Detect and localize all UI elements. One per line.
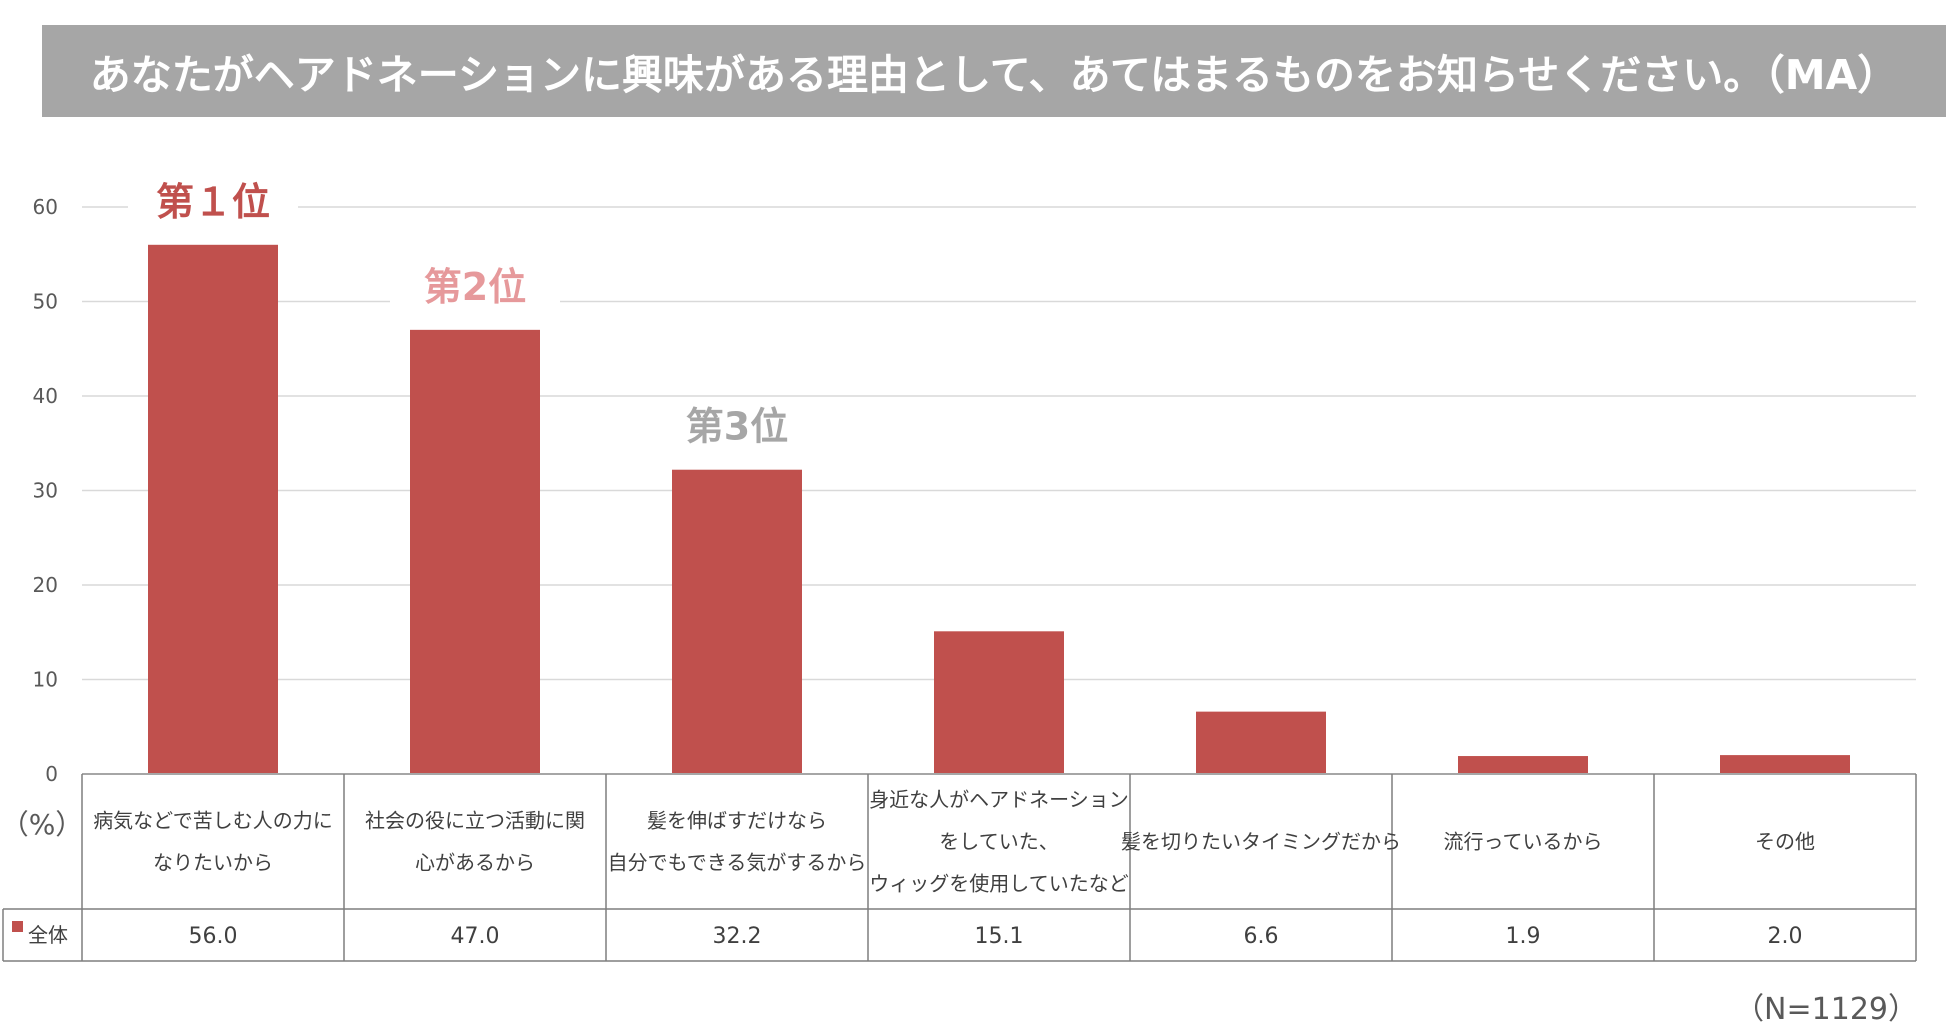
legend-label: 全体: [28, 923, 68, 947]
y-tick-label: 0: [45, 762, 58, 786]
y-tick-label: 50: [33, 290, 58, 314]
data-table-value: 1.9: [1506, 924, 1541, 949]
bar: [934, 631, 1064, 774]
rank-label: 第3位: [686, 405, 788, 449]
data-table-value: 32.2: [713, 924, 762, 949]
unit-label: （%）: [1, 808, 84, 841]
y-tick-label: 30: [33, 479, 58, 503]
bar: [672, 469, 802, 774]
y-tick-label: 10: [33, 668, 58, 692]
category-label: なりたいから: [153, 851, 273, 875]
rank-label-bg: [390, 259, 560, 314]
y-tick-label: 40: [33, 384, 58, 408]
bar: [410, 329, 540, 774]
data-table-value: 2.0: [1768, 924, 1803, 949]
category-label: その他: [1755, 830, 1815, 854]
category-label: 身近な人がヘアドネーション: [869, 788, 1129, 812]
bar: [1720, 755, 1850, 774]
bar: [1458, 756, 1588, 774]
y-tick-label: 60: [33, 195, 58, 219]
data-table-value: 6.6: [1244, 924, 1279, 949]
category-label: 髪を切りたいタイミングだから: [1121, 830, 1401, 854]
category-label: ウィッグを使用していたなど: [869, 872, 1128, 896]
sample-size-note: （N=1129）: [1734, 992, 1918, 1027]
category-label: 社会の役に立つ活動に関: [365, 809, 585, 833]
rank-label-bg: [652, 399, 822, 454]
rank-label: 第2位: [424, 265, 526, 309]
rank-label: 第１位: [156, 180, 270, 224]
bar: [148, 244, 278, 775]
data-table-value: 15.1: [975, 924, 1024, 949]
legend-swatch: [12, 921, 23, 932]
category-label: をしていた、: [939, 830, 1058, 854]
data-table-value: 56.0: [189, 924, 238, 949]
y-tick-label: 20: [33, 573, 58, 597]
data-table-value: 47.0: [451, 924, 500, 949]
category-label: 髪を伸ばすだけなら: [647, 809, 827, 833]
category-label: 病気などで苦しむ人の力に: [93, 809, 333, 833]
title-bar: あなたがヘアドネーションに興味がある理由として、あてはまるものをお知らせください…: [42, 25, 1946, 117]
category-label: 自分でもできる気がするから: [608, 851, 867, 875]
category-label: 心があるから: [415, 851, 535, 875]
bar: [1196, 711, 1326, 774]
chart-title: あなたがヘアドネーションに興味がある理由として、あてはまるものをお知らせください…: [89, 51, 1899, 99]
category-label: 流行っているから: [1444, 830, 1603, 854]
rank-label-bg: [128, 174, 298, 229]
